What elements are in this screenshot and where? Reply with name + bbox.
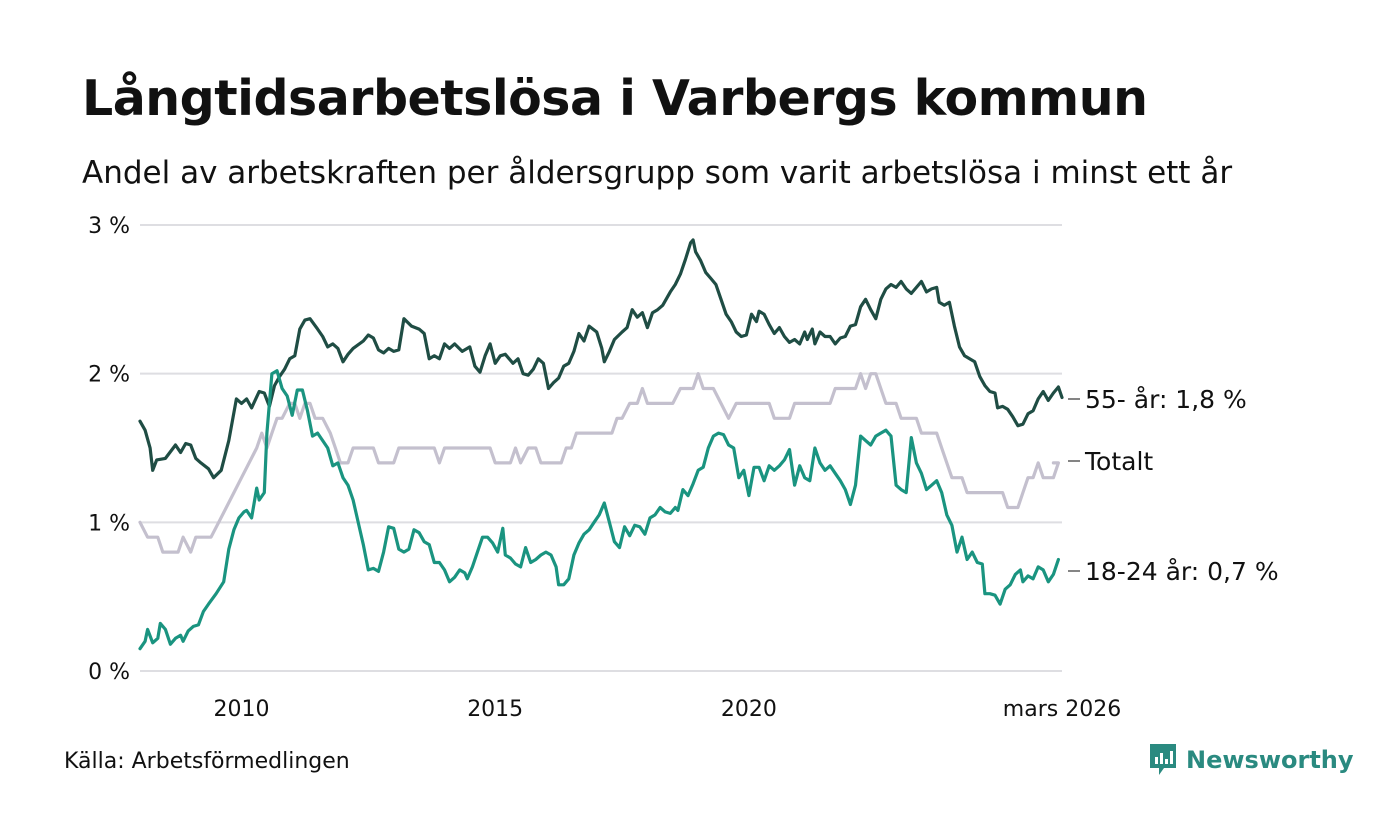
x-tick-label: 2020 <box>721 697 777 722</box>
series-line-total <box>138 372 1061 554</box>
end-label-total: Totalt <box>1084 447 1153 476</box>
y-axis-ticks: 0 % 1 % 2 % 3 % <box>88 214 130 685</box>
y-tick-label: 3 % <box>88 214 130 239</box>
end-label-older: 55- år: 1,8 % <box>1085 385 1247 414</box>
series-end-labels: 55- år: 1,8 % Totalt 18-24 år: 0,7 % <box>1068 385 1279 586</box>
brand-logo[interactable]: Newsworthy <box>1148 742 1354 778</box>
bar-chart-bubble-icon <box>1150 744 1176 775</box>
x-axis-ticks: 2010 2015 2020 mars 2026 <box>213 697 1121 722</box>
y-tick-label: 0 % <box>88 660 130 685</box>
chart-subtitle: Andel av arbetskraften per åldersgrupp s… <box>82 155 1233 191</box>
source-note: Källa: Arbetsförmedlingen <box>64 749 350 774</box>
series-line-young <box>138 369 1061 651</box>
x-tick-label: mars 2026 <box>1003 697 1121 722</box>
y-tick-label: 1 % <box>88 511 130 536</box>
gridlines <box>140 224 1062 672</box>
chart-title: Långtidsarbetslösa i Varbergs kommun <box>82 70 1148 127</box>
series-line-older <box>138 238 1064 480</box>
y-tick-label: 2 % <box>88 363 130 388</box>
end-label-young: 18-24 år: 0,7 % <box>1085 557 1279 586</box>
series-lines <box>138 238 1064 651</box>
brand-name: Newsworthy <box>1186 746 1354 774</box>
x-tick-label: 2010 <box>213 697 269 722</box>
x-tick-label: 2015 <box>467 697 523 722</box>
